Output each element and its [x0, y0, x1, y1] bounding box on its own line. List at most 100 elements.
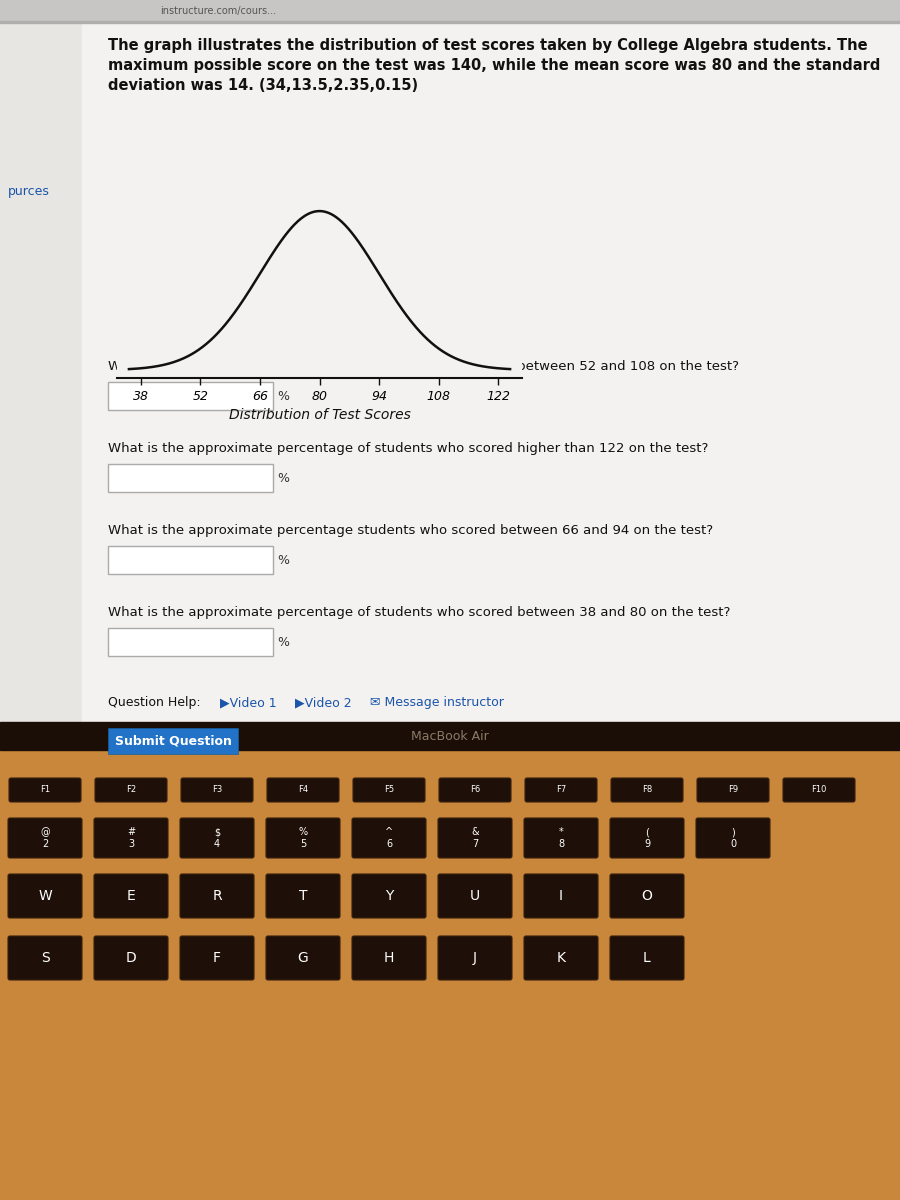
Text: ▶Video 2: ▶Video 2 [295, 696, 352, 709]
Text: F1: F1 [40, 786, 50, 794]
FancyBboxPatch shape [524, 936, 598, 980]
FancyBboxPatch shape [525, 778, 597, 802]
FancyBboxPatch shape [439, 778, 511, 802]
Text: &
7: & 7 [472, 827, 479, 848]
Text: ^
6: ^ 6 [385, 827, 393, 848]
Bar [0, 0, 900, 22]
FancyBboxPatch shape [266, 874, 340, 918]
Text: What is the approximate percentage of students who scored higher than 122 on the: What is the approximate percentage of st… [108, 442, 708, 455]
Text: What is the approximate percentage of students who scored between 38 and 80 on t: What is the approximate percentage of st… [108, 606, 731, 619]
Text: %
5: % 5 [299, 827, 308, 848]
Text: %: % [277, 472, 289, 485]
Text: ▶Video 1: ▶Video 1 [220, 696, 276, 709]
Text: E: E [127, 889, 135, 902]
FancyBboxPatch shape [352, 818, 426, 858]
Text: F10: F10 [811, 786, 827, 794]
FancyBboxPatch shape [8, 818, 82, 858]
Text: MacBook Air: MacBook Air [411, 730, 489, 743]
FancyBboxPatch shape [180, 818, 254, 858]
Text: F6: F6 [470, 786, 480, 794]
Bar [108, 382, 273, 410]
FancyBboxPatch shape [266, 936, 340, 980]
FancyBboxPatch shape [438, 936, 512, 980]
Text: H: H [383, 950, 394, 965]
FancyBboxPatch shape [610, 936, 684, 980]
Text: %: % [277, 636, 289, 648]
Text: O: O [642, 889, 652, 902]
Bar [108, 464, 273, 492]
Text: purces: purces [8, 185, 50, 198]
Text: @
2: @ 2 [40, 827, 50, 848]
Text: What is the approximate percentage of students who scored between 52 and 108 on : What is the approximate percentage of st… [108, 360, 739, 373]
X-axis label: Distribution of Test Scores: Distribution of Test Scores [229, 408, 410, 422]
Text: U: U [470, 889, 480, 902]
Bar [0, 750, 900, 1200]
FancyBboxPatch shape [353, 778, 425, 802]
Text: Y: Y [385, 889, 393, 902]
FancyBboxPatch shape [783, 778, 855, 802]
Text: Question Help:: Question Help: [108, 696, 204, 709]
Text: W: W [38, 889, 52, 902]
Text: K: K [556, 950, 565, 965]
Text: F8: F8 [642, 786, 652, 794]
Bar [108, 546, 273, 574]
Text: ✉ Message instructor: ✉ Message instructor [370, 696, 504, 709]
Text: G: G [298, 950, 309, 965]
FancyBboxPatch shape [8, 874, 82, 918]
Text: (
9: ( 9 [644, 827, 650, 848]
Text: R: R [212, 889, 221, 902]
FancyBboxPatch shape [438, 818, 512, 858]
Bar [0, 22, 82, 722]
FancyBboxPatch shape [94, 874, 168, 918]
Text: L: L [644, 950, 651, 965]
FancyBboxPatch shape [610, 874, 684, 918]
Text: %: % [277, 390, 289, 402]
Text: I: I [559, 889, 563, 902]
FancyBboxPatch shape [610, 818, 684, 858]
FancyBboxPatch shape [352, 936, 426, 980]
FancyBboxPatch shape [8, 936, 82, 980]
Bar [108, 728, 238, 754]
Text: F9: F9 [728, 786, 738, 794]
Text: T: T [299, 889, 307, 902]
Text: F5: F5 [384, 786, 394, 794]
Text: F2: F2 [126, 786, 136, 794]
Text: $
4: $ 4 [214, 827, 220, 848]
Text: *
8: * 8 [558, 827, 564, 848]
FancyBboxPatch shape [611, 778, 683, 802]
FancyBboxPatch shape [180, 936, 254, 980]
Text: #
3: # 3 [127, 827, 135, 848]
Text: F: F [213, 950, 221, 965]
Text: F4: F4 [298, 786, 308, 794]
Text: The graph illustrates the distribution of test scores taken by College Algebra s: The graph illustrates the distribution o… [108, 38, 880, 92]
FancyBboxPatch shape [94, 818, 168, 858]
FancyBboxPatch shape [95, 778, 167, 802]
Text: instructure.com/cours...: instructure.com/cours... [160, 6, 276, 16]
FancyBboxPatch shape [352, 874, 426, 918]
Text: What is the approximate percentage students who scored between 66 and 94 on the : What is the approximate percentage stude… [108, 524, 713, 538]
FancyBboxPatch shape [524, 874, 598, 918]
Bar [0, 22, 900, 722]
FancyBboxPatch shape [438, 874, 512, 918]
FancyBboxPatch shape [267, 778, 339, 802]
Text: Submit Question: Submit Question [114, 734, 231, 748]
FancyBboxPatch shape [180, 874, 254, 918]
FancyBboxPatch shape [9, 778, 81, 802]
Bar [108, 628, 273, 656]
FancyBboxPatch shape [266, 818, 340, 858]
FancyBboxPatch shape [696, 818, 770, 858]
Bar [82, 22, 900, 722]
Text: )
0: ) 0 [730, 827, 736, 848]
Text: S: S [40, 950, 50, 965]
Text: %: % [277, 553, 289, 566]
Text: J: J [473, 950, 477, 965]
FancyBboxPatch shape [94, 936, 168, 980]
Bar [0, 722, 900, 750]
Text: F3: F3 [212, 786, 222, 794]
FancyBboxPatch shape [181, 778, 253, 802]
Text: F7: F7 [556, 786, 566, 794]
Text: D: D [126, 950, 137, 965]
FancyBboxPatch shape [697, 778, 769, 802]
Bar [0, 20, 900, 23]
FancyBboxPatch shape [524, 818, 598, 858]
